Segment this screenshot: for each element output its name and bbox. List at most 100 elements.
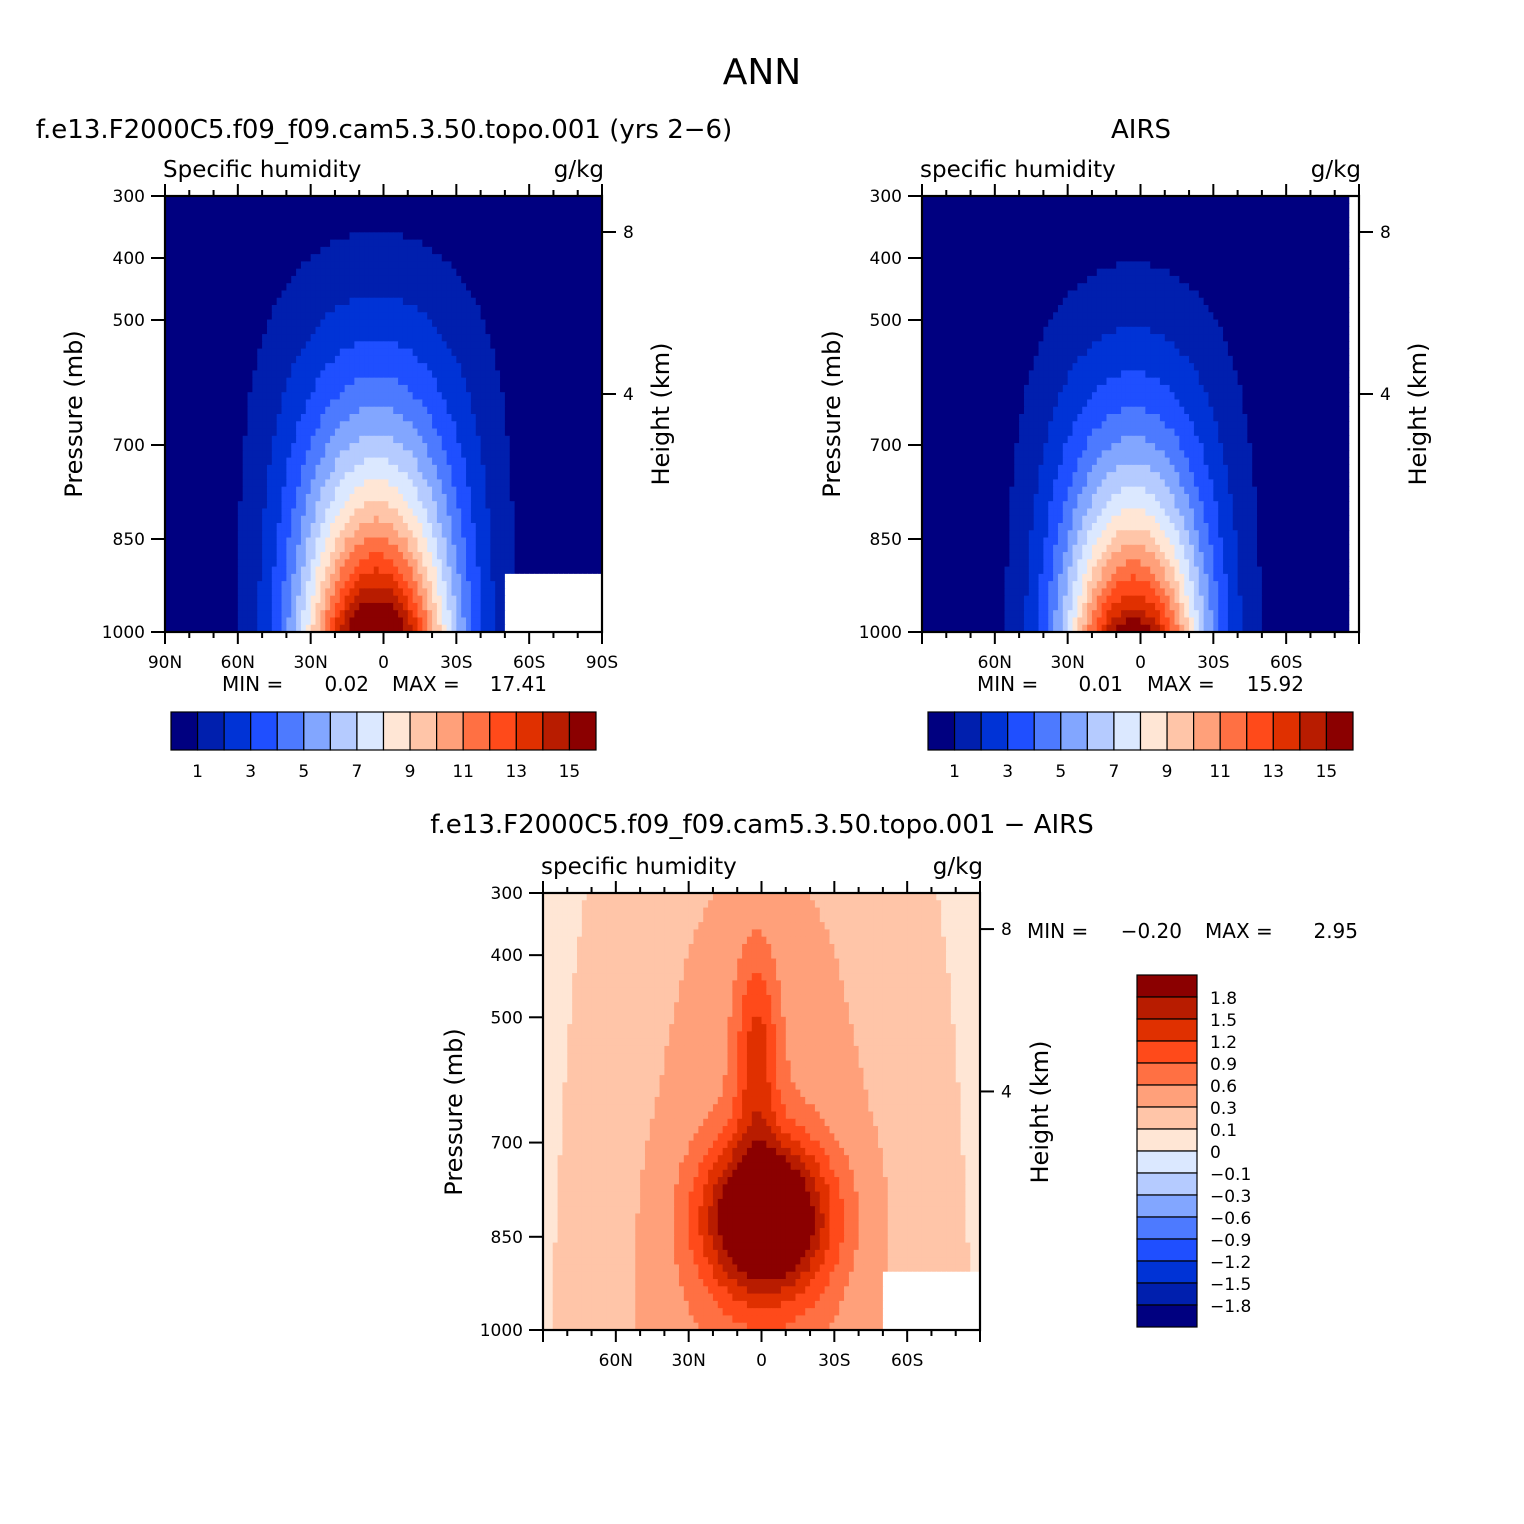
field-cell [466, 312, 472, 321]
field-cell [208, 341, 215, 350]
field-cell [461, 239, 467, 248]
field-cell [364, 319, 370, 328]
field-cell [402, 392, 409, 401]
field-cell [310, 283, 317, 292]
field-cell [276, 268, 283, 277]
field-cell [524, 588, 530, 597]
field-cell [407, 225, 414, 233]
field-cell [315, 457, 321, 466]
field-cell [198, 493, 205, 502]
field-cell [165, 217, 171, 226]
field-cell [441, 377, 448, 386]
field-cell [417, 464, 423, 473]
field-cell [213, 268, 220, 277]
field-cell [286, 196, 292, 204]
field-cell [500, 537, 506, 546]
field-cell [456, 268, 462, 277]
field-cell [281, 421, 287, 430]
field-cell [359, 443, 365, 451]
field-cell [436, 493, 443, 502]
field-cell [330, 232, 336, 241]
field-cell [461, 254, 467, 262]
field-cell [490, 196, 496, 204]
field-cell [534, 530, 540, 539]
field-cell [218, 464, 224, 473]
field-cell [388, 210, 394, 219]
field-cell [514, 581, 521, 589]
field-cell [281, 457, 287, 466]
field-cell [223, 501, 229, 510]
field-cell [189, 283, 195, 292]
field-cell [237, 421, 244, 430]
field-cell [286, 246, 292, 255]
field-cell [296, 283, 302, 292]
field-cell [456, 232, 462, 241]
field-cell [349, 472, 355, 480]
field-cell [504, 305, 511, 313]
field-cell [456, 559, 462, 568]
field-cell [262, 508, 268, 517]
field-cell [402, 290, 409, 299]
field-cell [543, 275, 550, 284]
field-cell [325, 341, 331, 350]
field-cell [208, 435, 215, 444]
field-cell [330, 472, 336, 480]
field-cell [524, 232, 530, 241]
field-cell [427, 544, 433, 553]
field-cell [262, 486, 268, 495]
field-cell [529, 530, 535, 539]
field-cell [349, 348, 355, 357]
field-cell [344, 297, 351, 306]
field-cell [330, 399, 336, 408]
field-cell [534, 443, 540, 451]
field-cell [179, 305, 186, 313]
field-cell [461, 196, 467, 204]
field-cell [344, 210, 351, 219]
field-cell [529, 508, 535, 517]
field-cell [291, 326, 297, 335]
field-cell [281, 544, 287, 553]
field-cell [203, 523, 210, 531]
field-cell [339, 254, 346, 262]
field-cell [534, 334, 540, 342]
field-cell [538, 588, 545, 597]
field-cell [543, 566, 550, 575]
field-cell [247, 399, 253, 408]
field-cell [422, 501, 428, 510]
field-cell [184, 406, 190, 415]
field-cell [213, 217, 220, 226]
field-cell [548, 196, 555, 204]
field-cell [441, 515, 448, 524]
field-cell [568, 392, 574, 401]
field-cell [577, 305, 584, 313]
field-cell [577, 443, 584, 451]
field-cell [194, 341, 200, 350]
field-cell [198, 428, 205, 437]
field-cell [500, 530, 506, 539]
field-cell [198, 501, 205, 510]
field-cell [402, 581, 409, 589]
field-cell [475, 515, 482, 524]
field-cell [485, 297, 491, 306]
field-cell [232, 581, 239, 589]
field-cell [242, 254, 249, 262]
field-cell [198, 530, 205, 539]
field-cell [184, 443, 190, 451]
field-cell [534, 479, 540, 488]
field-cell [529, 537, 535, 546]
field-cell [393, 297, 399, 306]
field-cell [213, 457, 220, 466]
field-cell [577, 581, 584, 589]
field-cell [519, 348, 525, 357]
field-cell [296, 421, 302, 430]
field-cell [354, 363, 360, 371]
field-cell [572, 261, 579, 270]
field-cell [582, 566, 589, 575]
field-cell [189, 566, 195, 575]
field-cell [572, 552, 579, 560]
field-cell [524, 501, 530, 510]
field-cell [412, 392, 419, 401]
field-cell [504, 450, 511, 459]
field-cell [514, 370, 521, 379]
field-cell [427, 588, 433, 597]
